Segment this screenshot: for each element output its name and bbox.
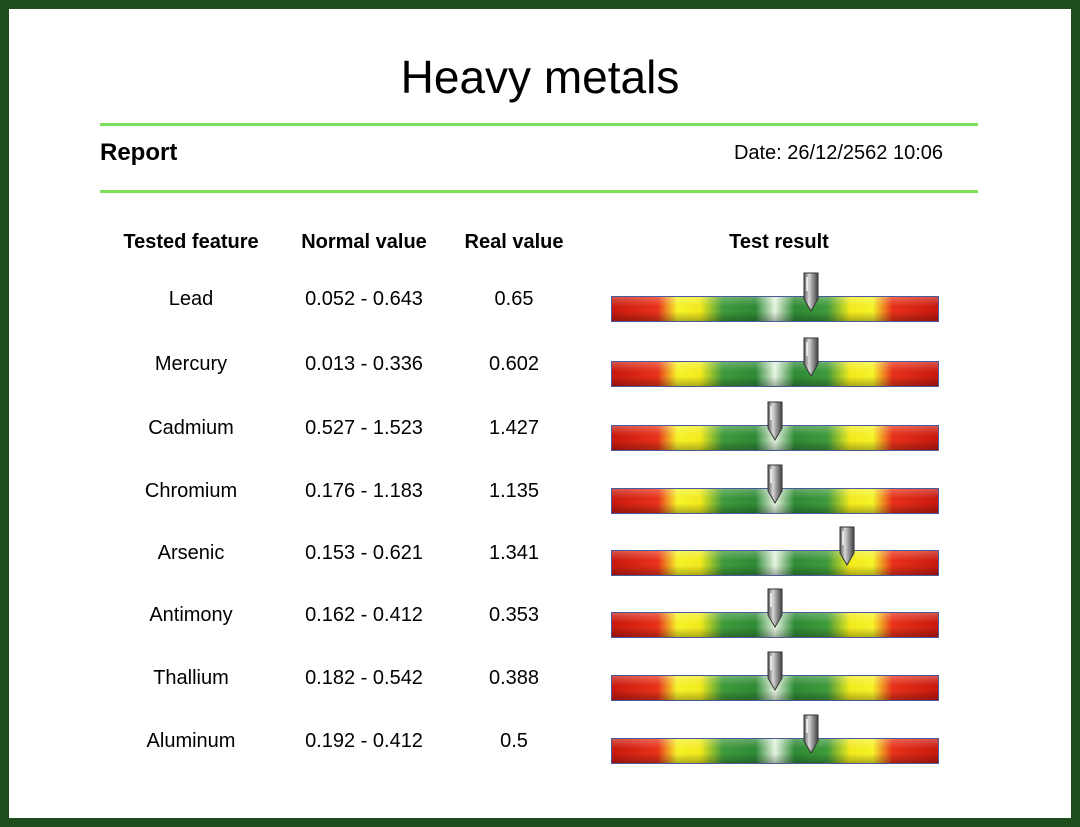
header-test-result: Test result <box>729 231 829 253</box>
page-title: Heavy metals <box>400 51 680 103</box>
normal-value: 0.162 - 0.412 <box>305 604 423 626</box>
real-value: 0.353 <box>488 604 540 626</box>
real-value: 1.427 <box>488 417 540 439</box>
feature-name: Thallium <box>153 667 229 689</box>
gauge-pointer-icon <box>801 713 821 755</box>
real-value: 1.135 <box>488 480 540 502</box>
normal-value: 0.153 - 0.621 <box>305 542 423 564</box>
normal-value: 0.527 - 1.523 <box>305 417 423 439</box>
gauge-pointer-icon <box>801 271 821 313</box>
real-value: 0.5 <box>500 730 528 752</box>
normal-value: 0.052 - 0.643 <box>305 288 423 310</box>
feature-name: Chromium <box>144 480 238 502</box>
feature-name: Mercury <box>154 353 228 375</box>
header-normal-value: Normal value <box>301 231 427 253</box>
real-value: 1.341 <box>488 542 540 564</box>
result-gauge-bar <box>611 361 939 387</box>
feature-name: Aluminum <box>146 730 236 752</box>
header-real-value: Real value <box>464 231 564 253</box>
gauge-pointer-icon <box>837 525 857 567</box>
header-tested-feature: Tested feature <box>123 231 259 253</box>
gauge-pointer-icon <box>765 650 785 692</box>
top-divider <box>100 123 978 126</box>
normal-value: 0.192 - 0.412 <box>305 730 423 752</box>
normal-value: 0.182 - 0.542 <box>305 667 423 689</box>
report-date: Date: 26/12/2562 10:06 <box>733 142 943 164</box>
gauge-pointer-icon <box>765 463 785 505</box>
result-gauge-bar <box>611 738 939 764</box>
real-value: 0.602 <box>488 353 540 375</box>
report-page: Heavy metals Report Date: 26/12/2562 10:… <box>9 9 1071 818</box>
real-value: 0.388 <box>488 667 540 689</box>
feature-name: Cadmium <box>148 417 234 439</box>
normal-value: 0.176 - 1.183 <box>305 480 423 502</box>
result-gauge-bar <box>611 550 939 576</box>
gauge-pointer-icon <box>801 336 821 378</box>
feature-name: Arsenic <box>157 542 225 564</box>
header-divider <box>100 190 978 193</box>
feature-name: Lead <box>168 288 214 310</box>
gauge-pointer-icon <box>765 587 785 629</box>
gauge-pointer-icon <box>765 400 785 442</box>
real-value: 0.65 <box>494 288 534 310</box>
feature-name: Antimony <box>149 604 233 626</box>
report-label: Report <box>100 139 178 166</box>
result-gauge-bar <box>611 296 939 322</box>
normal-value: 0.013 - 0.336 <box>305 353 423 375</box>
